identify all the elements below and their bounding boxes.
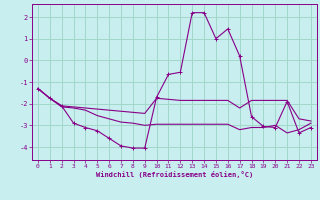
X-axis label: Windchill (Refroidissement éolien,°C): Windchill (Refroidissement éolien,°C) [96, 171, 253, 178]
